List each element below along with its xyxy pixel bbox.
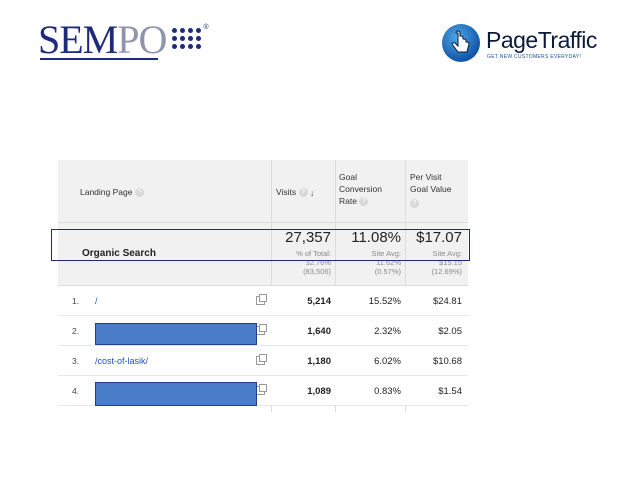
open-page-icon[interactable] <box>256 294 267 305</box>
summary-value: $17.07 <box>416 229 462 246</box>
row-visits: 5,214 <box>307 296 331 307</box>
row-value: $1.54 <box>438 386 462 397</box>
summary-value-diff: (12.69%) <box>431 267 462 276</box>
pointer-hand-icon <box>442 24 480 62</box>
pagetraffic-logo: PageTraffic GET NEW CUSTOMERS EVERYDAY! <box>442 22 612 68</box>
summary-value-sub: Site Avg: <box>432 249 462 258</box>
header-goal-conversion-rate[interactable]: Goal Conversion Rate ? <box>339 171 382 207</box>
row-value: $2.05 <box>438 326 462 337</box>
help-icon[interactable]: ? <box>298 188 308 198</box>
sempo-logo: SEMPO ® <box>38 20 209 60</box>
registered-mark: ® <box>203 24 209 31</box>
landing-page-table: Landing Page ? Visits ? ↓ Goal Conversio… <box>58 160 468 412</box>
row-conv: 2.32% <box>374 326 401 337</box>
summary-visits-total: (83,506) <box>303 267 331 276</box>
row-value: $10.68 <box>432 356 462 367</box>
row-conv: 0.83% <box>374 386 401 397</box>
row-number: 1. <box>72 296 80 306</box>
redaction-mask <box>95 382 257 406</box>
table-row: 3. /cost-of-lasik/ 1,180 6.02% $10.68 <box>58 346 468 376</box>
summary-row <box>58 223 468 286</box>
summary-highlight-box <box>51 229 470 261</box>
redaction-mask <box>95 323 257 345</box>
open-page-icon[interactable] <box>256 384 267 395</box>
header-per-visit-goal-value[interactable]: Per Visit Goal Value ? <box>410 171 451 209</box>
table-header <box>58 160 468 223</box>
table-row: 1. / 5,214 15.52% $24.81 <box>58 286 468 316</box>
summary-conv-avg: 11.62% <box>376 258 401 267</box>
help-icon[interactable]: ? <box>134 188 144 198</box>
pagetraffic-tagline: GET NEW CUSTOMERS EVERYDAY! <box>487 54 582 60</box>
header-value-line2: Goal Value <box>410 184 452 194</box>
header-conv-line1: Goal <box>339 172 357 182</box>
summary-visits: 27,357 <box>285 229 331 246</box>
landing-page-link[interactable]: /cost-of-lasik/ <box>95 356 149 366</box>
row-value: $24.81 <box>432 296 462 307</box>
header-value-line1: Per Visit <box>410 172 442 182</box>
sempo-underline <box>40 58 158 60</box>
summary-value-avg: $15.15 <box>439 258 462 267</box>
header-conv-line3: Rate <box>339 196 357 206</box>
header-visits-label: Visits <box>276 187 297 197</box>
sort-descending-icon[interactable]: ↓ <box>309 187 315 198</box>
help-icon[interactable]: ? <box>359 197 369 207</box>
summary-visits-sub: % of Total: <box>296 249 331 258</box>
sempo-logo-sem: SEM <box>38 17 118 62</box>
row-conv: 15.52% <box>368 296 401 307</box>
landing-page-link[interactable]: / <box>95 296 98 306</box>
header-conv-line2: Conversion <box>339 184 382 194</box>
header-landing-page[interactable]: Landing Page ? <box>80 186 144 198</box>
row-conv: 6.02% <box>374 356 401 367</box>
open-page-icon[interactable] <box>256 324 267 335</box>
row-visits: 1,180 <box>307 356 331 367</box>
row-number: 2. <box>72 326 80 336</box>
help-icon[interactable]: ? <box>410 199 419 209</box>
sempo-logo-po: PO <box>117 17 167 62</box>
header-visits[interactable]: Visits ? ↓ <box>276 186 314 199</box>
row-number: 4. <box>72 386 80 396</box>
sempo-dots-icon <box>172 28 202 49</box>
summary-conv: 11.08% <box>351 229 401 246</box>
summary-conv-diff: (0.57%) <box>374 267 401 276</box>
row-visits: 1,640 <box>307 326 331 337</box>
row-visits: 1,089 <box>307 386 331 397</box>
summary-visits-pct: 32.76% <box>305 258 331 267</box>
pagetraffic-name: PageTraffic <box>486 27 597 53</box>
summary-conv-sub: Site Avg: <box>371 249 401 258</box>
segment-label: Organic Search <box>82 248 156 259</box>
open-page-icon[interactable] <box>256 354 267 365</box>
row-number: 3. <box>72 356 80 366</box>
header-landing-page-label: Landing Page <box>80 187 133 197</box>
